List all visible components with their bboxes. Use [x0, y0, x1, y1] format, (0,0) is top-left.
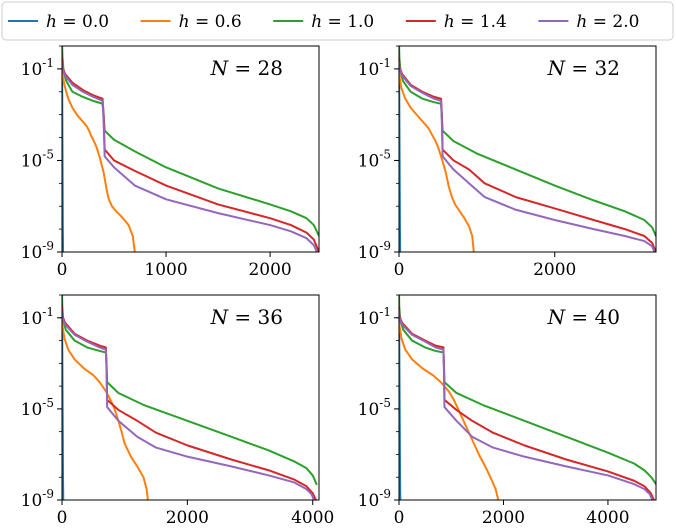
- series-line: [399, 305, 655, 500]
- x-tick-label: 0: [57, 508, 68, 528]
- y-tick-label: 10-1: [21, 56, 54, 80]
- x-tick-label: 4000: [291, 508, 334, 528]
- x-tick-label: 1000: [144, 260, 187, 280]
- y-tick-label: 10-1: [21, 305, 54, 329]
- y-tick-label: 10-5: [21, 147, 54, 171]
- chart-panel: 10-1 10-5 10-90 2000 4000 N = 40: [358, 294, 657, 528]
- axes-frame: [61, 45, 320, 253]
- legend-label: h = 1.4: [444, 12, 507, 32]
- x-tick-label: 0: [57, 260, 68, 280]
- axes-frame: [398, 45, 657, 253]
- axes-frame: [398, 294, 657, 501]
- series-line: [62, 61, 318, 252]
- series-line: [62, 54, 136, 252]
- x-tick-label: 2000: [248, 260, 291, 280]
- y-tick-label: 10-9: [21, 239, 54, 263]
- legend-label: h = 2.0: [576, 12, 639, 32]
- y-tick-label: 10-9: [21, 487, 54, 511]
- series-line: [399, 61, 656, 252]
- legend-label: h = 0.6: [179, 12, 242, 32]
- y-tick-label: 10-1: [358, 56, 391, 80]
- legend-label: h = 1.0: [311, 12, 374, 32]
- series-line: [62, 56, 319, 252]
- chart-panel: 10-1 10-5 10-90 1000 2000 N = 28: [21, 45, 320, 280]
- legend-entry: h = 1.4: [405, 12, 507, 32]
- legend-label: h = 0.0: [46, 12, 109, 32]
- series-line: [399, 54, 475, 252]
- series-line: [62, 309, 315, 500]
- x-tick-label: 0: [394, 260, 405, 280]
- y-tick-label: 10-5: [21, 396, 54, 420]
- y-tick-label: 10-1: [358, 305, 391, 329]
- panel-annotation: N = 32: [547, 56, 620, 80]
- legend-entry: h = 0.6: [140, 12, 242, 32]
- y-tick-label: 10-9: [358, 487, 391, 511]
- panel-annotation: N = 28: [210, 56, 283, 80]
- series-line: [62, 305, 317, 500]
- panel-annotation: N = 40: [547, 305, 620, 329]
- legend-entry: h = 0.0: [8, 12, 109, 32]
- legend-frame: [1, 1, 674, 41]
- chart-panel: 10-1 10-5 10-90 2000 4000 N = 36: [21, 294, 334, 528]
- x-tick-label: 4000: [586, 508, 629, 528]
- series-line: [399, 303, 500, 500]
- y-tick-label: 10-5: [358, 147, 391, 171]
- chart-panel: 10-1 10-5 10-90 2000 N = 32: [358, 45, 657, 280]
- panel-annotation: N = 36: [210, 305, 283, 329]
- x-tick-label: 2000: [482, 508, 525, 528]
- y-tick-label: 10-5: [358, 396, 391, 420]
- legend-entry: h = 1.0: [273, 12, 374, 32]
- legend-entry: h = 2.0: [538, 12, 639, 32]
- x-tick-label: 2000: [166, 508, 209, 528]
- axes-frame: [61, 294, 320, 501]
- series-line: [399, 56, 656, 252]
- x-tick-label: 0: [394, 508, 405, 528]
- series-line: [399, 309, 654, 500]
- x-tick-label: 2000: [533, 260, 576, 280]
- y-tick-label: 10-9: [358, 239, 391, 263]
- legend: h = 0.0 h = 0.6 h = 1.0 h = 1.4 h = 2.0: [1, 1, 674, 41]
